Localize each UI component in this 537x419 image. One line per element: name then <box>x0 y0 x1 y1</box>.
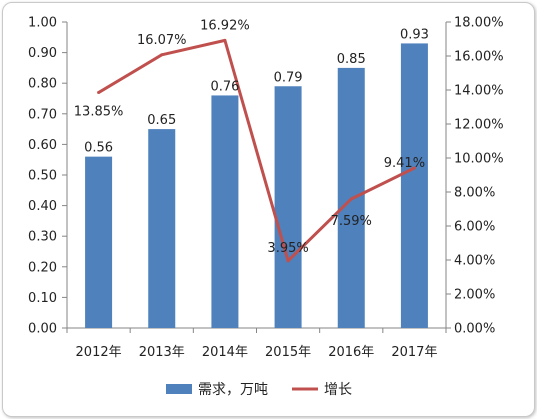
bar-series <box>85 43 428 329</box>
line-series <box>97 38 416 263</box>
bar-value-label: 0.56 <box>84 141 113 156</box>
line-point <box>160 53 164 57</box>
line-point <box>286 259 290 263</box>
bar-value-label: 0.65 <box>147 113 176 128</box>
y-left-tick-label: 0.40 <box>28 199 57 214</box>
y-left-tick-label: 0.10 <box>28 291 57 306</box>
legend-swatch-bar <box>166 384 192 394</box>
y-right-tick-label: 14.00% <box>454 84 504 99</box>
line-value-label: 3.95% <box>267 241 308 256</box>
y-left-tick-label: 0.30 <box>28 230 57 245</box>
bar-value-label: 0.85 <box>337 52 366 67</box>
x-tick-label: 2016年 <box>328 345 374 360</box>
y-left-tick-label: 0.60 <box>28 138 57 153</box>
line-point <box>97 91 101 95</box>
y-right-tick-label: 0.00% <box>454 322 495 337</box>
line-point <box>349 197 353 201</box>
line-point <box>412 166 416 170</box>
line-value-label: 13.85% <box>74 105 124 120</box>
y-right-tick-label: 10.00% <box>454 152 504 167</box>
y-right-tick-label: 16.00% <box>454 50 504 65</box>
axes: 0.00 0.10 0.20 0.30 0.40 0.50 0.60 0.70 0.80 0.90… <box>28 16 504 361</box>
line-value-label: 16.92% <box>200 18 250 33</box>
bar <box>85 156 113 328</box>
y-right-tick-label: 12.00% <box>454 118 504 133</box>
y-right-tick-label: 8.00% <box>454 186 495 201</box>
x-tick-label: 2015年 <box>265 345 311 360</box>
bar <box>400 43 428 329</box>
y-left-tick-label: 0.90 <box>28 46 57 61</box>
bar-value-label: 0.76 <box>210 79 239 94</box>
growth-line <box>97 38 416 263</box>
y-left-tick-label: 0.70 <box>28 107 57 122</box>
y-left-tick-label: 1.00 <box>28 16 57 31</box>
data-labels: 0.56 0.65 0.76 0.79 0.85 0.93 13.85% 16.07% 16.9… <box>74 18 429 255</box>
line-point <box>223 38 227 42</box>
x-tick-label: 2012年 <box>76 345 122 360</box>
bar <box>148 129 176 328</box>
bar-value-label: 0.79 <box>274 70 303 85</box>
x-tick-label: 2017年 <box>391 345 437 360</box>
line-value-label: 7.59% <box>331 214 372 229</box>
line-value-label: 9.41% <box>384 156 425 171</box>
legend: 需求，万吨 增长 <box>166 382 352 398</box>
bar <box>274 86 302 328</box>
x-tick-label: 2014年 <box>202 345 248 360</box>
y-left-tick-label: 0.80 <box>28 77 57 92</box>
y-left-tick-label: 0.20 <box>28 260 57 275</box>
y-right-tick-label: 4.00% <box>454 254 495 269</box>
y-left-tick-label: 0.00 <box>28 322 57 337</box>
y-right-tick-label: 18.00% <box>454 16 504 31</box>
legend-label-bar: 需求，万吨 <box>198 382 268 398</box>
x-tick-label: 2013年 <box>139 345 185 360</box>
y-right-tick-label: 2.00% <box>454 288 495 303</box>
legend-label-line: 增长 <box>324 382 352 398</box>
bar-value-label: 0.93 <box>400 27 429 42</box>
bar <box>211 95 239 328</box>
line-value-label: 16.07% <box>137 33 187 48</box>
y-right-tick-label: 6.00% <box>454 220 495 235</box>
y-left-tick-label: 0.50 <box>28 169 57 184</box>
